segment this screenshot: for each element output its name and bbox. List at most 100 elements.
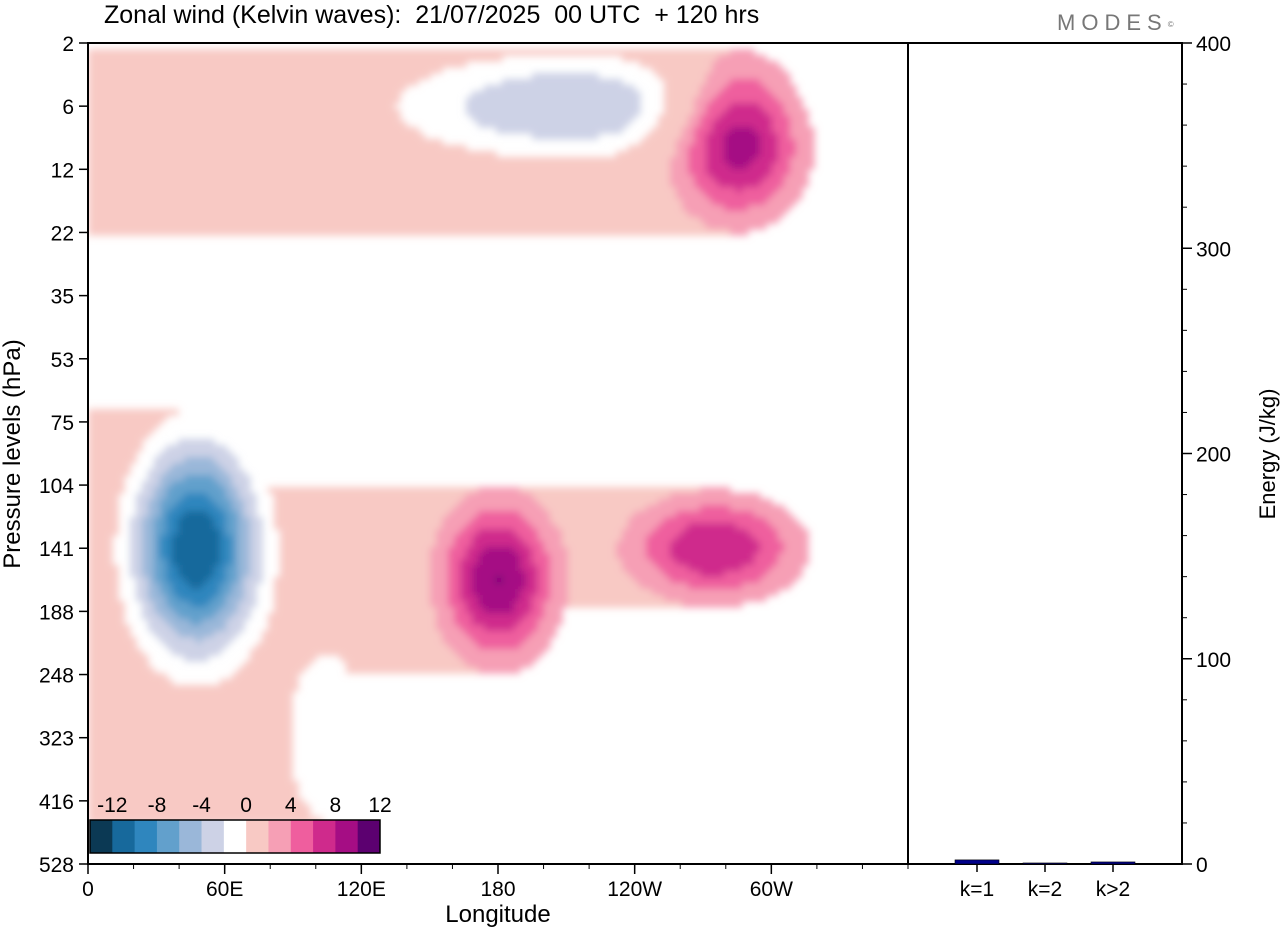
energy-tick-label: 100 [1196,649,1231,672]
heatmap-cell [784,109,809,116]
heatmap-cell [88,571,119,578]
heatmap-cell [88,715,293,722]
heatmap-cell [220,583,233,590]
heatmap-cell [520,553,533,560]
heatmap-cell [664,97,695,104]
heatmap-cell [154,541,161,548]
heatmap-cell [460,577,473,584]
heatmap-cell [88,649,143,656]
heatmap-cell [550,571,569,578]
heatmap-cell [670,157,689,164]
heatmap-cell [238,511,245,518]
heatmap-cell [166,577,185,584]
heatmap-cell [238,553,251,560]
heatmap-cell [460,499,539,506]
heatmap-cell [220,541,233,548]
heatmap-cell [220,529,227,536]
heatmap-cell [148,505,161,512]
heatmap-cell [448,583,461,590]
heatmap-cell [220,559,233,566]
heatmap-cell [184,511,209,518]
heatmap-cell [664,79,707,86]
colorbar-swatch [223,820,247,853]
heatmap-cell [430,577,449,584]
heatmap-cell [148,595,167,602]
heatmap-cell [778,529,809,536]
heatmap-cell [214,523,227,530]
heatmap-cell [88,685,299,692]
heatmap-cell [472,613,527,620]
heatmap-cell [154,547,161,554]
heatmap-cell [526,577,539,584]
heatmap-cell [526,517,551,524]
heatmap-cell [88,97,401,104]
energy-bar [1090,861,1136,865]
heatmap-cell [88,421,161,428]
heatmap-cell [88,205,683,212]
heatmap-cell [520,565,539,572]
heatmap-cell [88,475,125,482]
heatmap-cell [88,151,497,158]
heatmap-cell [478,595,521,602]
heatmap-cell [88,709,293,716]
heatmap-cell [796,145,815,152]
colorbar-label: -4 [192,794,211,817]
heatmap-cell [88,457,137,464]
heatmap-cell [154,493,167,500]
heatmap-cell [538,535,563,542]
heatmap-cell [256,643,449,650]
energy-tick-label: 0 [1196,854,1208,877]
heatmap-cell [184,577,209,584]
heatmap-cell [166,487,227,494]
heatmap-cell [202,583,221,590]
heatmap-cell [538,625,557,632]
heatmap-cell [706,139,725,146]
heatmap-cell [88,157,671,164]
y-tick-label: 104 [39,475,74,498]
heatmap-cell [790,163,815,170]
heatmap-cell [190,601,209,608]
heatmap-cell [448,595,461,602]
heatmap-cell [466,601,479,608]
heatmap-cell [622,55,719,62]
heatmap-cell [232,535,239,542]
heatmap-cell [160,535,173,542]
heatmap-cell [472,565,521,572]
x-axis: 0 60E 120E 180 120W 60W [82,864,909,901]
heatmap-cell [532,547,545,554]
heatmap-cell [88,787,299,794]
heatmap-cell [166,445,227,452]
heatmap-cell [730,127,755,134]
heatmap-cell [160,553,173,560]
heatmap-cell [448,571,461,578]
x-tick-label: 180 [480,878,515,901]
heatmap-cell [262,637,443,644]
heatmap-cell [142,529,155,536]
heatmap-cell [652,589,779,596]
heatmap-cell [88,811,311,818]
heatmap-cell [148,589,161,596]
heatmap-cell [220,553,233,560]
heatmap-cell [250,529,263,536]
heatmap-cell [484,547,515,554]
heatmap-cell [88,121,407,128]
heatmap-cell [142,481,161,488]
heatmap-cell [712,199,767,206]
heatmap-cell [430,589,449,596]
x-axis-label: Longitude [445,901,550,928]
heatmap-cell [226,469,245,476]
heatmap-cell [760,151,779,158]
heatmap-cell [166,529,179,536]
heatmap-cell [472,583,527,590]
heatmap-cell [178,439,215,446]
heatmap-cell [274,511,449,518]
heatmap-cell [676,151,689,158]
heatmap-cell [130,559,143,566]
heatmap-cell [148,499,161,506]
heatmap-cell [550,517,629,524]
heatmap-cell [748,529,779,536]
heatmap-cell [142,487,155,494]
heatmap-cell [670,181,695,188]
heatmap-cell [232,481,251,488]
heatmap-cell [568,571,629,578]
